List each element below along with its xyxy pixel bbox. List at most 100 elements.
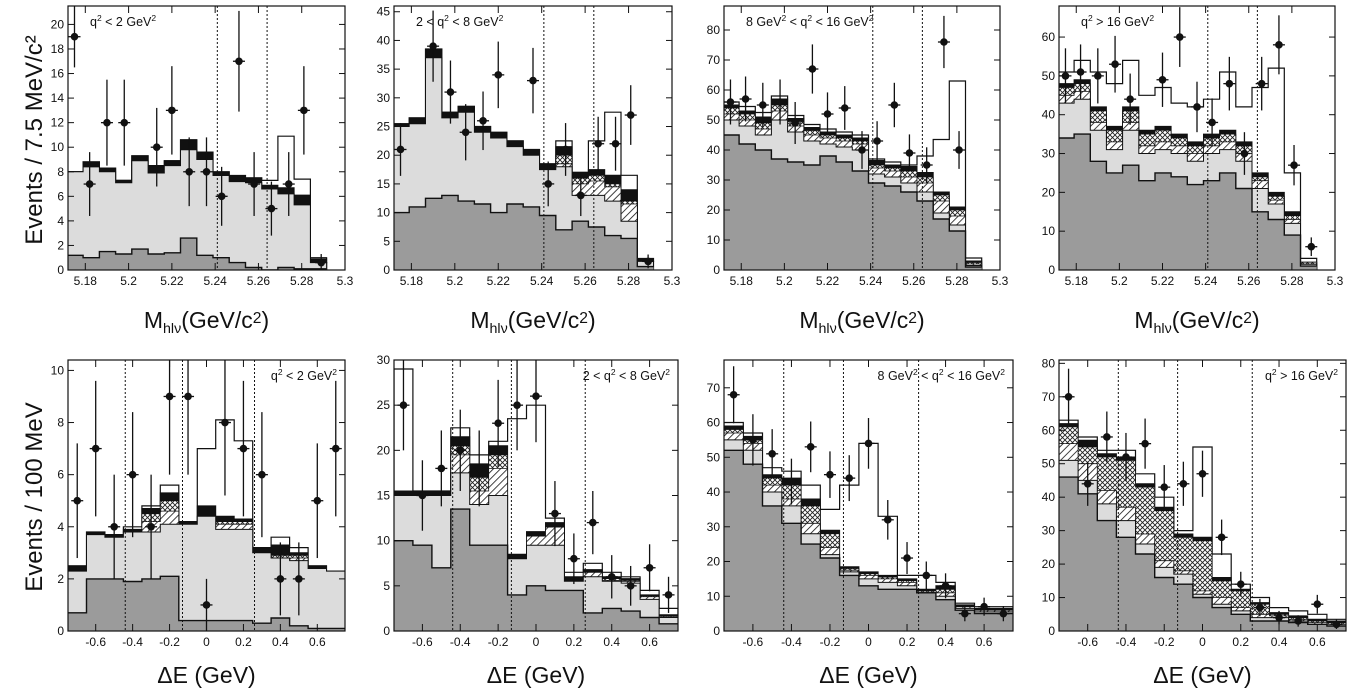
data-point: [258, 470, 266, 479]
x-tick-label: -0.4: [781, 635, 802, 649]
y-tick-label: 8: [57, 165, 64, 179]
data-point: [759, 101, 767, 109]
x-tick-label: 0.4: [272, 635, 289, 649]
x-tick-label: 5.28: [290, 274, 314, 288]
data-point: [1240, 149, 1249, 158]
x-axis-label: ΔE (GeV): [157, 662, 255, 688]
x-tick-label: 5.24: [203, 274, 227, 288]
data-point: [905, 149, 914, 157]
data-point: [202, 601, 211, 609]
data-point: [890, 101, 899, 109]
y-tick-label: 16: [51, 67, 65, 81]
data-point: [1257, 79, 1266, 88]
y-tick-label: 50: [1042, 457, 1056, 471]
x-tick-label: 5.24: [859, 274, 883, 288]
y-tick-label: 60: [707, 416, 721, 430]
data-point: [883, 516, 892, 524]
data-point: [494, 419, 502, 428]
x-tick-label: -0.6: [85, 635, 106, 649]
data-point: [73, 496, 82, 505]
data-point: [532, 392, 540, 400]
y-tick-label: 40: [1042, 490, 1056, 504]
data-point: [726, 98, 735, 106]
data-point: [873, 137, 881, 145]
data-point: [551, 509, 559, 518]
x-tick-label: 5.18: [1065, 274, 1089, 288]
dark-grey-component: [68, 238, 327, 270]
data-point: [1332, 620, 1341, 629]
y-tick-label: 5: [383, 234, 390, 248]
y-tick-label: 0: [1048, 263, 1055, 277]
data-point: [1126, 95, 1134, 103]
data-point: [168, 106, 176, 115]
plot-area: [724, 360, 1013, 631]
x-tick-label: 5.3: [992, 274, 1009, 288]
data-point: [570, 554, 578, 563]
q2-bin-label: q2 > 16 GeV2: [1081, 13, 1154, 29]
x-tick-label: 0.6: [1309, 635, 1326, 649]
y-tick-label: 20: [51, 17, 65, 31]
y-tick-label: 80: [1042, 356, 1056, 370]
data-point: [313, 496, 322, 505]
dark-grey-outline: [68, 237, 327, 270]
data-point: [1141, 439, 1149, 448]
data-point: [317, 258, 325, 267]
x-tick-label: 0: [533, 635, 540, 649]
axes-frame: [723, 5, 1001, 271]
dark-grey-outline: [394, 194, 654, 268]
data-point: [1294, 617, 1302, 625]
y-tick-label: 40: [707, 143, 721, 157]
plot-area: [394, 6, 655, 270]
dark-grey-component: [1059, 134, 1317, 270]
y-axis-label-top: Events / 7.5 MeV/c²: [21, 35, 48, 244]
data-point: [202, 167, 211, 176]
data-point: [399, 401, 408, 409]
data-point: [941, 582, 950, 590]
data-point: [840, 104, 849, 112]
x-tick-label: -0.6: [743, 635, 764, 649]
x-tick-label: 5.18: [730, 274, 754, 288]
panel-4: 0 10 20 30 40 50 60 5.18 5.2 5.22 5.24 5.26 5.28 5.3 q…: [1042, 5, 1344, 337]
x-tick-label: 0.2: [235, 635, 252, 649]
data-point: [461, 128, 470, 137]
data-point: [576, 191, 585, 200]
y-tick-label: 20: [707, 203, 721, 217]
data-point: [418, 491, 427, 500]
data-point: [729, 390, 738, 399]
data-point: [1193, 103, 1201, 111]
dark-grey-outline: [724, 449, 1013, 615]
data-point: [1256, 603, 1264, 612]
x-tick-label: 0.4: [1271, 635, 1288, 649]
x-tick-label: 5.2: [776, 274, 793, 288]
x-tick-label: 0: [865, 635, 872, 649]
data-point: [152, 143, 161, 152]
q2-bin-label: q2 < 2 GeV2: [271, 367, 337, 383]
data-point: [864, 439, 873, 448]
y-tick-label: 25: [377, 398, 391, 412]
y-tick-label: 8: [57, 416, 64, 430]
y-tick-label: 35: [377, 62, 391, 76]
data-point: [1122, 453, 1130, 461]
panel-1: 0 2 4 6 8 10 12 14 16 18 20 5.18 5.2 5.22 5.24 5.26 5.28…: [51, 5, 354, 337]
x-tick-label: 5.18: [400, 274, 424, 288]
y-tick-label: 14: [51, 91, 65, 105]
data-point: [221, 418, 229, 427]
data-point: [120, 118, 129, 127]
data-point: [456, 446, 465, 455]
x-tick-label: 5.3: [337, 274, 354, 288]
data-point: [594, 139, 602, 148]
data-point: [922, 571, 931, 580]
x-tick-label: -0.2: [488, 635, 509, 649]
x-tick-label: 5.26: [573, 274, 597, 288]
x-tick-label: -0.4: [122, 635, 143, 649]
data-point: [128, 470, 137, 479]
y-tick-label: 30: [377, 353, 391, 367]
data-point: [1061, 72, 1070, 80]
dark-grey-component: [68, 576, 345, 631]
y-tick-label: 20: [377, 148, 391, 162]
data-point: [561, 145, 570, 154]
data-point: [806, 443, 815, 451]
dark-grey-component: [394, 509, 678, 631]
data-point: [110, 522, 118, 531]
x-axis-label: ΔE (GeV): [1153, 662, 1251, 688]
